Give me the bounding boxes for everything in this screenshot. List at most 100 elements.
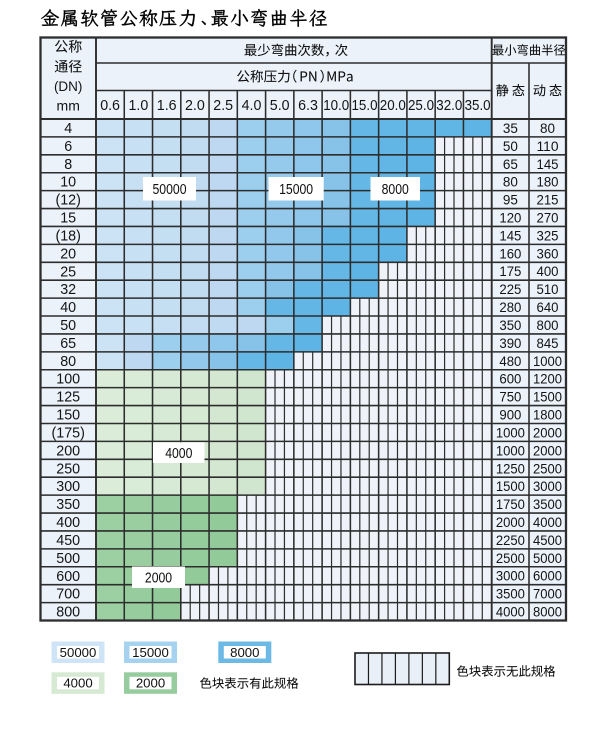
svg-text:8: 8 xyxy=(64,157,72,173)
svg-text:10: 10 xyxy=(60,175,76,191)
svg-text:8000: 8000 xyxy=(533,605,562,621)
svg-text:50: 50 xyxy=(503,139,518,155)
svg-text:50: 50 xyxy=(60,318,76,334)
svg-text:mm: mm xyxy=(57,97,80,113)
svg-text:360: 360 xyxy=(537,246,559,262)
svg-text:280: 280 xyxy=(499,300,521,316)
svg-text:4000: 4000 xyxy=(165,445,192,462)
svg-text:390: 390 xyxy=(499,336,521,352)
svg-text:3500: 3500 xyxy=(496,587,525,603)
svg-text:270: 270 xyxy=(537,211,559,227)
svg-text:32.0: 32.0 xyxy=(436,98,462,114)
svg-text:845: 845 xyxy=(537,336,559,352)
svg-text:15.0: 15.0 xyxy=(352,98,378,114)
svg-text:5000: 5000 xyxy=(533,551,562,567)
svg-text:2000: 2000 xyxy=(533,443,562,459)
svg-text:50000: 50000 xyxy=(60,645,97,660)
svg-text:4500: 4500 xyxy=(533,533,562,549)
svg-text:3500: 3500 xyxy=(533,497,562,513)
svg-text:2250: 2250 xyxy=(496,533,525,549)
svg-text:180: 180 xyxy=(537,175,559,191)
svg-text:640: 640 xyxy=(537,300,559,316)
svg-text:1500: 1500 xyxy=(496,479,525,495)
svg-text:4.0: 4.0 xyxy=(242,98,262,114)
svg-text:750: 750 xyxy=(499,390,521,406)
svg-text:7000: 7000 xyxy=(533,587,562,603)
svg-text:1800: 1800 xyxy=(533,408,562,424)
svg-text:4: 4 xyxy=(64,121,72,137)
svg-text:0.6: 0.6 xyxy=(100,98,120,114)
svg-text:35: 35 xyxy=(503,121,518,137)
svg-text:400: 400 xyxy=(56,515,80,531)
svg-text:125: 125 xyxy=(56,390,80,406)
svg-text:150: 150 xyxy=(56,408,80,424)
svg-text:450: 450 xyxy=(56,533,80,549)
svg-text:3000: 3000 xyxy=(533,479,562,495)
svg-text:15000: 15000 xyxy=(132,645,169,660)
svg-text:50000: 50000 xyxy=(153,181,187,198)
svg-text:480: 480 xyxy=(499,354,521,370)
svg-text:80: 80 xyxy=(503,175,518,191)
svg-text:350: 350 xyxy=(56,497,80,513)
svg-text:6: 6 xyxy=(64,139,72,155)
svg-text:600: 600 xyxy=(499,372,521,388)
svg-text:(175): (175) xyxy=(52,426,85,442)
svg-text:175: 175 xyxy=(499,264,521,280)
svg-text:500: 500 xyxy=(56,551,80,567)
svg-text:1.6: 1.6 xyxy=(157,98,177,114)
svg-text:4000: 4000 xyxy=(496,605,525,621)
svg-text:510: 510 xyxy=(537,282,559,298)
svg-text:2500: 2500 xyxy=(496,551,525,567)
svg-text:800: 800 xyxy=(537,318,559,334)
svg-text:25.0: 25.0 xyxy=(408,98,434,114)
svg-text:80: 80 xyxy=(540,121,555,137)
svg-text:20: 20 xyxy=(60,246,76,262)
svg-text:1750: 1750 xyxy=(496,497,525,513)
svg-text:25: 25 xyxy=(60,264,76,280)
svg-text:2000: 2000 xyxy=(496,515,525,531)
svg-text:120: 120 xyxy=(499,211,521,227)
svg-text:110: 110 xyxy=(537,139,559,155)
svg-text:95: 95 xyxy=(503,193,518,209)
svg-text:700: 700 xyxy=(56,587,80,603)
svg-text:15000: 15000 xyxy=(279,181,313,198)
svg-text:250: 250 xyxy=(56,461,80,477)
svg-text:325: 325 xyxy=(537,228,559,244)
svg-text:2000: 2000 xyxy=(136,676,165,691)
svg-text:65: 65 xyxy=(503,157,518,173)
svg-text:65: 65 xyxy=(60,336,76,352)
svg-text:300: 300 xyxy=(56,479,80,495)
svg-text:5.0: 5.0 xyxy=(270,98,290,114)
svg-text:400: 400 xyxy=(537,264,559,280)
svg-text:2500: 2500 xyxy=(533,461,562,477)
svg-text:35.0: 35.0 xyxy=(465,98,491,114)
svg-text:15: 15 xyxy=(60,211,76,227)
svg-text:8000: 8000 xyxy=(230,645,259,660)
svg-text:4000: 4000 xyxy=(533,515,562,531)
svg-text:80: 80 xyxy=(60,354,76,370)
svg-text:40: 40 xyxy=(60,300,76,316)
svg-text:900: 900 xyxy=(499,408,521,424)
svg-text:6.3: 6.3 xyxy=(298,98,318,114)
svg-text:4000: 4000 xyxy=(63,676,92,691)
svg-text:145: 145 xyxy=(499,228,521,244)
svg-text:100: 100 xyxy=(56,372,80,388)
svg-text:1000: 1000 xyxy=(533,354,562,370)
svg-text:1200: 1200 xyxy=(533,372,562,388)
svg-text:145: 145 xyxy=(537,157,559,173)
svg-text:225: 225 xyxy=(499,282,521,298)
svg-text:8000: 8000 xyxy=(382,181,409,198)
svg-text:2000: 2000 xyxy=(145,570,172,587)
svg-text:1000: 1000 xyxy=(496,425,525,441)
svg-text:160: 160 xyxy=(499,246,521,262)
svg-text:215: 215 xyxy=(537,193,559,209)
svg-text:1500: 1500 xyxy=(533,390,562,406)
svg-text:3000: 3000 xyxy=(496,569,525,585)
svg-text:800: 800 xyxy=(56,605,80,621)
svg-text:(12): (12) xyxy=(55,193,80,209)
svg-text:200: 200 xyxy=(56,443,80,459)
svg-text:1250: 1250 xyxy=(496,461,525,477)
svg-text:(DN): (DN) xyxy=(54,79,83,94)
svg-text:(18): (18) xyxy=(55,229,80,245)
svg-text:1.0: 1.0 xyxy=(129,98,149,114)
